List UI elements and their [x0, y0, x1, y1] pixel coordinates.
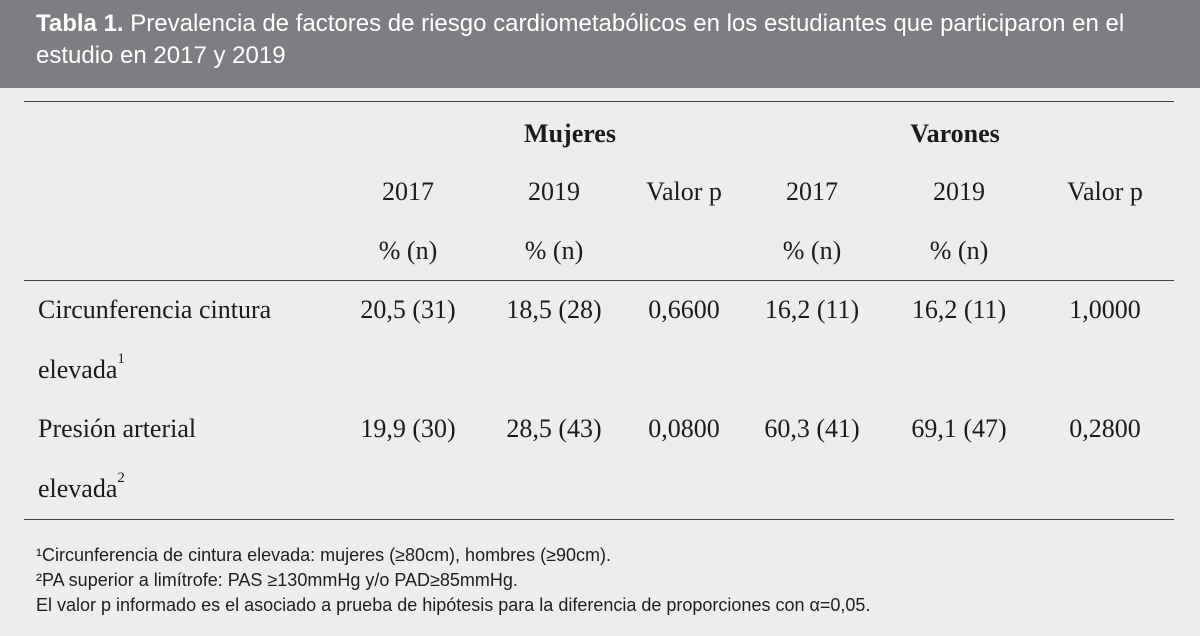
table-cell: 60,3 (41)	[764, 414, 860, 443]
row-label-line-2: elevada1	[38, 351, 125, 385]
table-cell: 19,9 (30)	[360, 414, 456, 443]
footnote-1: ¹Circunferencia de cintura elevada: muje…	[36, 545, 611, 565]
footnote-3: El valor p informado es el asociado a pr…	[36, 595, 871, 615]
col-header-mujeres-2017: 2017	[382, 177, 434, 206]
table-cell: 0,0800	[648, 414, 720, 443]
row-label-text: elevada	[38, 474, 118, 503]
table-cell: 1,0000	[1069, 295, 1141, 324]
table-cell: 18,5 (28)	[506, 295, 602, 324]
table-cell: 28,5 (43)	[506, 414, 602, 443]
footnote-2: ²PA superior a limítrofe: PAS ≥130mmHg y…	[36, 570, 518, 590]
col-header-varones-2019: 2019	[933, 177, 985, 206]
header-rule	[24, 280, 1174, 281]
footnote-marker: 1	[117, 351, 125, 367]
table-cell: 0,2800	[1069, 414, 1141, 443]
unit-header: % (n)	[524, 236, 584, 265]
group-header-varones: Varones	[910, 119, 1000, 148]
group-header-mujeres: Mujeres	[524, 119, 616, 148]
table-cell: 20,5 (31)	[360, 295, 456, 324]
caption-text-2: estudio en 2017 y 2019	[36, 42, 286, 69]
footnote-marker: 2	[117, 470, 125, 486]
caption-label: Tabla 1.	[36, 10, 124, 37]
col-header-varones-2017: 2017	[786, 177, 838, 206]
caption-text-1: Prevalencia de factores de riesgo cardio…	[123, 10, 1125, 37]
table-cell: 69,1 (47)	[911, 414, 1007, 443]
row-label-line-1: Circunferencia cintura	[38, 295, 272, 324]
row-label-text: elevada	[38, 355, 118, 384]
unit-header: % (n)	[378, 236, 438, 265]
row-label-line-2: elevada2	[38, 470, 125, 504]
bottom-rule	[24, 519, 1174, 520]
unit-header: % (n)	[929, 236, 989, 265]
table-cell: 0,6600	[648, 295, 720, 324]
unit-header: % (n)	[782, 236, 842, 265]
row-label-line-1: Presión arterial	[38, 414, 197, 443]
table-footnotes: ¹Circunferencia de cintura elevada: muje…	[36, 543, 1176, 618]
col-header-varones-valor-p: Valor p	[1067, 177, 1143, 206]
top-rule	[24, 101, 1174, 102]
col-header-mujeres-2019: 2019	[528, 177, 580, 206]
col-header-mujeres-valor-p: Valor p	[646, 177, 722, 206]
table-caption: Tabla 1. Prevalencia de factores de ries…	[0, 0, 1200, 88]
table-cell: 16,2 (11)	[764, 295, 860, 324]
caption-line-1: Tabla 1. Prevalencia de factores de ries…	[36, 8, 1164, 40]
table-cell: 16,2 (11)	[911, 295, 1007, 324]
